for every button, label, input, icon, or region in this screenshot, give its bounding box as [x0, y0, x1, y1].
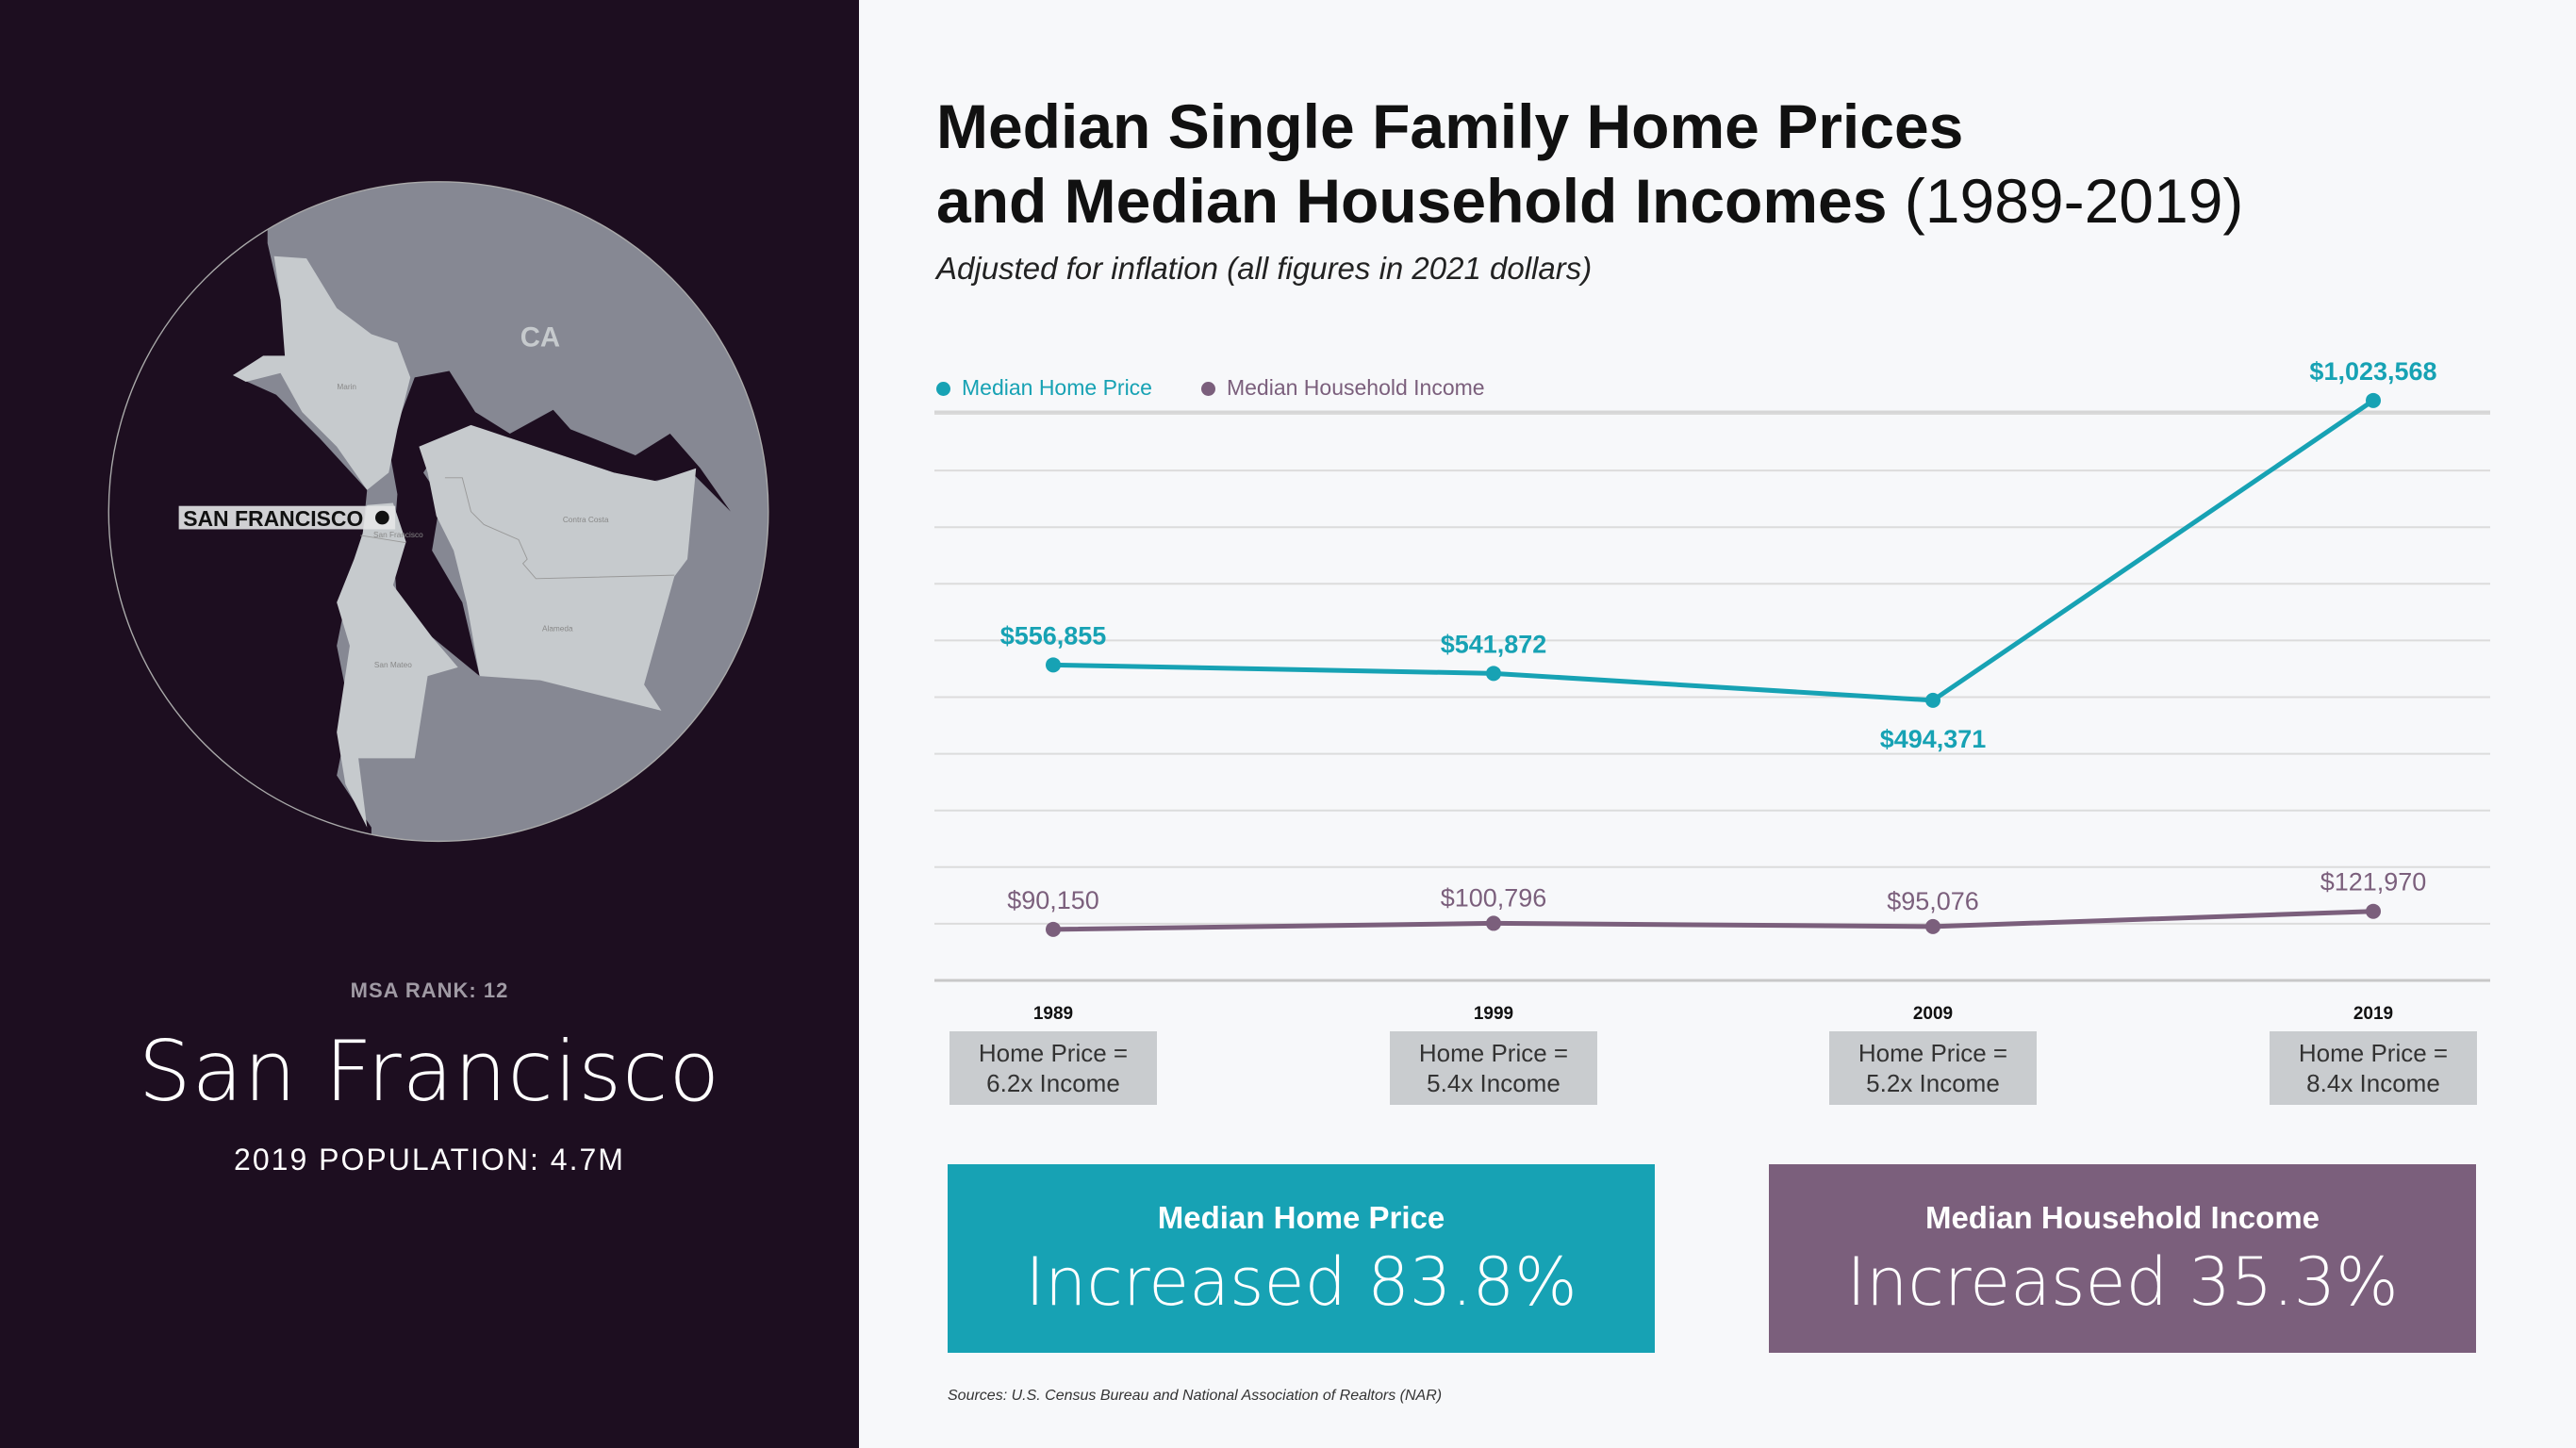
data-label: $90,150: [1007, 886, 1099, 914]
legend-dot-icon: [936, 382, 950, 397]
city-name: San Francisco: [138, 1023, 721, 1120]
ratio-line1: Home Price =: [1858, 1039, 2008, 1067]
msa-rank: MSA RANK: 12: [350, 979, 509, 1002]
x-tick-label: 2009: [1913, 1004, 1953, 1024]
county-label-contra-costa: Contra Costa: [563, 516, 609, 524]
data-point: [2366, 392, 2381, 408]
title-line1: Median Single Family Home Prices: [936, 91, 1964, 161]
bay-area-map: CA Marin San Francisco Contra Costa Alam…: [107, 181, 769, 843]
bay: [388, 370, 731, 677]
data-label: $100,796: [1441, 883, 1547, 912]
ratio-box-2009: Home Price = 5.2x Income: [1829, 1031, 2037, 1105]
population: 2019 POPULATION: 4.7M: [234, 1143, 625, 1176]
data-point: [1046, 921, 1061, 937]
summary-household-income: Median Household Income Increased 35.3%: [1769, 1164, 2476, 1353]
summary-value: Increased 35.3%: [1846, 1243, 2399, 1321]
ratio-line1: Home Price =: [1418, 1039, 1569, 1067]
legend: Median Home Price Median Household Incom…: [936, 375, 1485, 401]
county-label-alameda: Alameda: [542, 624, 573, 633]
ratio-box-1989: Home Price = 6.2x Income: [949, 1031, 1157, 1105]
marin-county: [232, 255, 411, 490]
county-label-san-mateo: San Mateo: [374, 661, 412, 669]
east-bay-counties: [419, 424, 697, 711]
x-tick-label: 2019: [2353, 1004, 2393, 1024]
legend-dot-icon: [1200, 382, 1215, 397]
ratio-line1: Home Price =: [978, 1039, 1129, 1067]
legend-label: Median Home Price: [962, 375, 1152, 400]
county-label-marin: Marin: [337, 383, 356, 391]
city-marker-dot: [375, 510, 389, 525]
state-label: CA: [520, 321, 560, 353]
sources: Sources: U.S. Census Bureau and National…: [948, 1388, 1443, 1404]
title-line2: and Median Household Incomes: [936, 166, 1888, 236]
san-mateo-county: [337, 502, 458, 828]
legend-home-price: Median Home Price: [936, 375, 1152, 401]
data-label: $95,076: [1887, 887, 1979, 915]
left-panel: CA Marin San Francisco Contra Costa Alam…: [0, 0, 859, 1448]
ratio-line2: 6.2x Income: [986, 1069, 1120, 1097]
data-label: $556,855: [1000, 621, 1107, 650]
summary-heading: Median Household Income: [1924, 1200, 2320, 1235]
data-point: [1925, 918, 1940, 934]
data-point: [1925, 692, 1940, 708]
data-point: [1046, 657, 1061, 673]
city-marker-label: SAN FRANCISCO: [183, 506, 363, 531]
data-label: $494,371: [1880, 725, 1987, 753]
title-years: (1989-2019): [1887, 166, 2244, 236]
legend-label: Median Household Income: [1226, 375, 1485, 400]
ratio-line2: 8.4x Income: [2306, 1069, 2440, 1097]
series-line: [1052, 398, 2375, 703]
ratio-line2: 5.4x Income: [1427, 1069, 1560, 1097]
ratio-box-1999: Home Price = 5.4x Income: [1390, 1031, 1597, 1105]
page-title: Median Single Family Home Prices and Med…: [936, 90, 2243, 239]
data-point: [1486, 666, 1501, 682]
series-line: [1052, 909, 2374, 932]
data-point: [1486, 915, 1501, 931]
data-point: [2366, 903, 2381, 919]
summary-heading: Median Home Price: [1157, 1200, 1445, 1235]
ratio-line1: Home Price =: [2298, 1039, 2449, 1067]
county-label-san-francisco: San Francisco: [373, 531, 423, 539]
summary-home-price: Median Home Price Increased 83.8%: [948, 1164, 1655, 1353]
ratio-box-2019: Home Price = 8.4x Income: [2270, 1031, 2477, 1105]
summary-value: Increased 83.8%: [1025, 1243, 1577, 1321]
data-label: $1,023,568: [2309, 357, 2436, 386]
data-label: $541,872: [1441, 630, 1547, 658]
legend-household-income: Median Household Income: [1200, 375, 1485, 401]
ratio-line2: 5.2x Income: [1866, 1069, 2000, 1097]
x-tick-label: 1999: [1474, 1004, 1513, 1024]
subtitle: Adjusted for inflation (all figures in 2…: [936, 251, 1593, 286]
data-label: $121,970: [2320, 868, 2427, 897]
x-tick-label: 1989: [1033, 1004, 1073, 1024]
